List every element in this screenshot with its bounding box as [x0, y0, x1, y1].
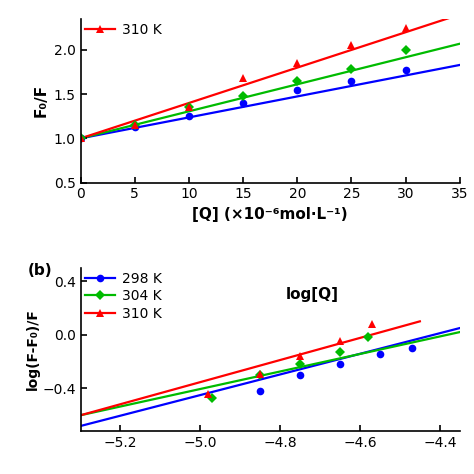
- Y-axis label: log(F-F₀)/F: log(F-F₀)/F: [26, 309, 39, 391]
- Y-axis label: F₀/F: F₀/F: [33, 84, 48, 118]
- Text: log[Q]: log[Q]: [286, 287, 338, 302]
- Legend: 310 K: 310 K: [85, 23, 162, 37]
- Legend: 298 K, 304 K, 310 K: 298 K, 304 K, 310 K: [85, 272, 162, 321]
- X-axis label: [Q] (×10⁻⁶mol·L⁻¹): [Q] (×10⁻⁶mol·L⁻¹): [192, 207, 348, 222]
- Text: (b): (b): [27, 263, 52, 278]
